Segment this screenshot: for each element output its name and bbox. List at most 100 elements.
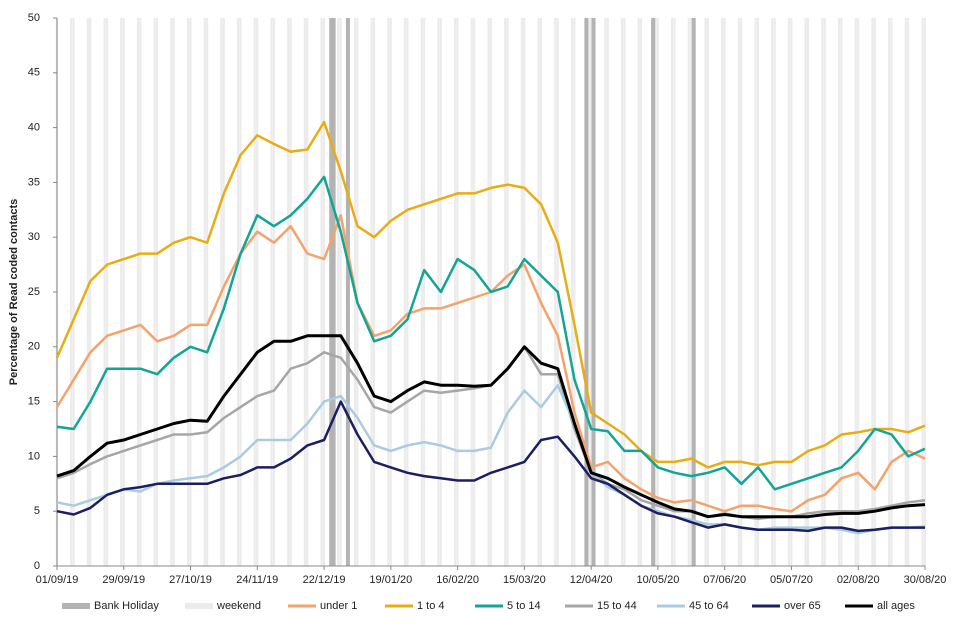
y-tick-label: 30 bbox=[28, 231, 40, 243]
weekend-band bbox=[654, 18, 657, 566]
weekend-band bbox=[287, 18, 290, 566]
weekend-band bbox=[573, 18, 576, 566]
weekend-band bbox=[840, 18, 843, 566]
legend-label: over 65 bbox=[784, 600, 821, 612]
weekend-band bbox=[339, 18, 342, 566]
weekend-band bbox=[854, 18, 857, 566]
weekend-band bbox=[570, 18, 574, 566]
legend-label: all ages bbox=[877, 600, 915, 612]
weekend-band bbox=[139, 18, 142, 566]
weekend-band bbox=[89, 18, 92, 566]
weekend-band bbox=[372, 18, 376, 566]
weekend-band bbox=[186, 18, 190, 566]
weekend-band bbox=[871, 18, 874, 566]
weekend-band bbox=[623, 18, 626, 566]
weekend-band bbox=[656, 18, 659, 566]
x-tick-label: 24/11/19 bbox=[236, 574, 278, 586]
weekend-band bbox=[456, 18, 459, 566]
weekend-band bbox=[673, 18, 676, 566]
weekend-band bbox=[253, 18, 256, 566]
bank-holiday-band bbox=[691, 18, 696, 566]
weekend-band bbox=[504, 18, 507, 566]
weekend-band bbox=[506, 18, 509, 566]
weekend-band bbox=[554, 18, 557, 566]
x-tick-label: 19/01/20 bbox=[369, 574, 412, 586]
series-line bbox=[56, 334, 926, 519]
y-tick-label: 15 bbox=[28, 396, 40, 408]
legend-label: 15 to 44 bbox=[597, 600, 637, 612]
weekend-band bbox=[136, 18, 140, 566]
weekend-band bbox=[904, 18, 907, 566]
weekend-band bbox=[837, 18, 841, 566]
weekend-band bbox=[523, 18, 526, 566]
weekend-band bbox=[320, 18, 323, 566]
weekend-band bbox=[206, 18, 209, 566]
y-tick-label: 0 bbox=[34, 560, 40, 572]
weekend-band bbox=[473, 18, 476, 566]
x-tick-label: 16/02/20 bbox=[436, 574, 479, 586]
weekend-band bbox=[907, 18, 910, 566]
legend-label: 45 to 64 bbox=[689, 600, 729, 612]
weekend-band bbox=[723, 18, 726, 566]
y-tick-label: 40 bbox=[28, 122, 40, 134]
weekend-band bbox=[272, 18, 275, 566]
weekend-band bbox=[256, 18, 259, 566]
bank-holiday-band bbox=[329, 18, 334, 566]
weekend-band bbox=[823, 18, 826, 566]
legend-label: 5 to 14 bbox=[507, 600, 541, 612]
x-tick-label: 27/10/19 bbox=[169, 574, 212, 586]
weekend-band bbox=[787, 18, 791, 566]
series-line bbox=[56, 175, 926, 491]
weekend-band bbox=[470, 18, 473, 566]
y-tick-label: 25 bbox=[28, 286, 40, 298]
weekend-band bbox=[72, 18, 75, 566]
weekend-band bbox=[790, 18, 793, 566]
weekend-band bbox=[687, 18, 690, 566]
weekend-band bbox=[356, 18, 359, 566]
weekend-band bbox=[520, 18, 523, 566]
weekend-band bbox=[620, 18, 624, 566]
x-tick-label: 01/09/19 bbox=[36, 574, 79, 586]
y-tick-label: 45 bbox=[28, 67, 40, 79]
y-axis-label: Percentage of Read coded contacts bbox=[8, 199, 20, 385]
weekend-band bbox=[888, 18, 891, 566]
weekend-band bbox=[289, 18, 292, 566]
x-tick-label: 10/05/20 bbox=[637, 574, 680, 586]
weekend-band bbox=[604, 18, 607, 566]
weekend-band bbox=[587, 18, 590, 566]
x-tick-label: 02/08/20 bbox=[837, 574, 880, 586]
x-tick-label: 07/06/20 bbox=[703, 574, 746, 586]
x-tick-label: 30/08/20 bbox=[904, 574, 947, 586]
weekend-band bbox=[706, 18, 709, 566]
weekend-band bbox=[537, 18, 540, 566]
weekend-band bbox=[589, 18, 593, 566]
weekend-band bbox=[873, 18, 876, 566]
weekend-band bbox=[103, 18, 106, 566]
legend-label: 1 to 4 bbox=[417, 600, 445, 612]
weekend-band bbox=[337, 18, 340, 566]
weekend-band bbox=[172, 18, 175, 566]
weekend-band bbox=[122, 18, 125, 566]
bank-holiday-band bbox=[331, 18, 336, 566]
weekend-band bbox=[306, 18, 309, 566]
weekend-band bbox=[222, 18, 225, 566]
series-line bbox=[56, 400, 925, 533]
weekend-band bbox=[270, 18, 273, 566]
weekend-band bbox=[303, 18, 306, 566]
weekend-band bbox=[389, 18, 392, 566]
weekend-band bbox=[857, 18, 860, 566]
weekend-band bbox=[740, 18, 743, 566]
weekend-band bbox=[189, 18, 192, 566]
weekend-band bbox=[737, 18, 740, 566]
weekend-band bbox=[120, 18, 123, 566]
weekend-band bbox=[539, 18, 543, 566]
weekend-band bbox=[237, 18, 240, 566]
weekend-band bbox=[806, 18, 810, 566]
weekend-band bbox=[86, 18, 89, 566]
weekend-band bbox=[406, 18, 409, 566]
bank-holiday-band bbox=[584, 18, 589, 566]
weekend-band bbox=[370, 18, 373, 566]
weekend-band bbox=[387, 18, 390, 566]
weekend-band bbox=[239, 18, 242, 566]
